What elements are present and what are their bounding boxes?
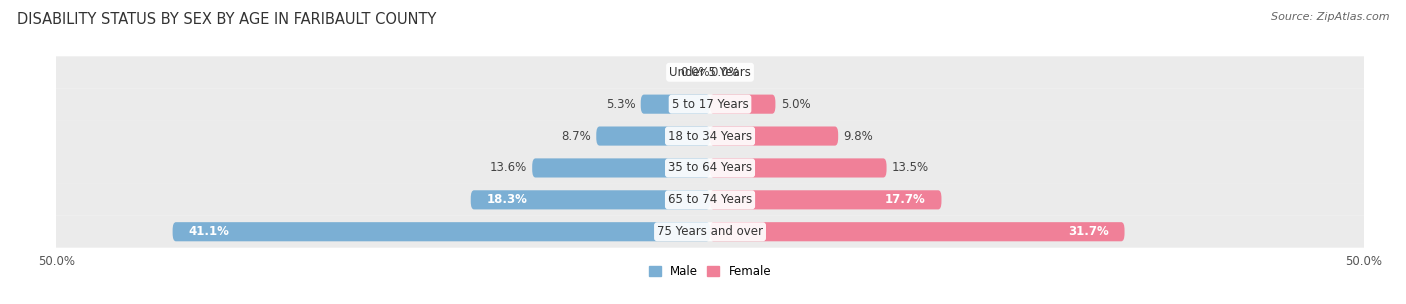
FancyBboxPatch shape [49,120,1371,152]
FancyBboxPatch shape [710,158,887,178]
Text: 31.7%: 31.7% [1069,225,1109,238]
Text: 18 to 34 Years: 18 to 34 Years [668,130,752,143]
Text: 35 to 64 Years: 35 to 64 Years [668,161,752,174]
Text: 0.0%: 0.0% [710,66,740,79]
Text: Under 5 Years: Under 5 Years [669,66,751,79]
FancyBboxPatch shape [471,190,710,209]
FancyBboxPatch shape [49,184,1371,216]
Text: 0.0%: 0.0% [681,66,710,79]
Text: 9.8%: 9.8% [844,130,873,143]
Text: 41.1%: 41.1% [188,225,229,238]
FancyBboxPatch shape [49,88,1371,120]
Text: 5.0%: 5.0% [780,98,810,111]
FancyBboxPatch shape [641,95,710,114]
FancyBboxPatch shape [710,95,776,114]
Text: DISABILITY STATUS BY SEX BY AGE IN FARIBAULT COUNTY: DISABILITY STATUS BY SEX BY AGE IN FARIB… [17,12,436,27]
Text: 5 to 17 Years: 5 to 17 Years [672,98,748,111]
Text: 18.3%: 18.3% [486,193,527,206]
FancyBboxPatch shape [173,222,710,241]
FancyBboxPatch shape [49,152,1371,184]
Text: 13.6%: 13.6% [489,161,527,174]
FancyBboxPatch shape [49,216,1371,248]
Text: 75 Years and over: 75 Years and over [657,225,763,238]
FancyBboxPatch shape [596,126,710,146]
Text: 5.3%: 5.3% [606,98,636,111]
Text: 65 to 74 Years: 65 to 74 Years [668,193,752,206]
FancyBboxPatch shape [710,190,942,209]
Text: 13.5%: 13.5% [891,161,929,174]
FancyBboxPatch shape [533,158,710,178]
FancyBboxPatch shape [49,56,1371,88]
Text: 17.7%: 17.7% [884,193,925,206]
Text: 8.7%: 8.7% [561,130,591,143]
FancyBboxPatch shape [710,222,1125,241]
FancyBboxPatch shape [710,126,838,146]
Text: Source: ZipAtlas.com: Source: ZipAtlas.com [1271,12,1389,22]
Legend: Male, Female: Male, Female [648,265,772,278]
